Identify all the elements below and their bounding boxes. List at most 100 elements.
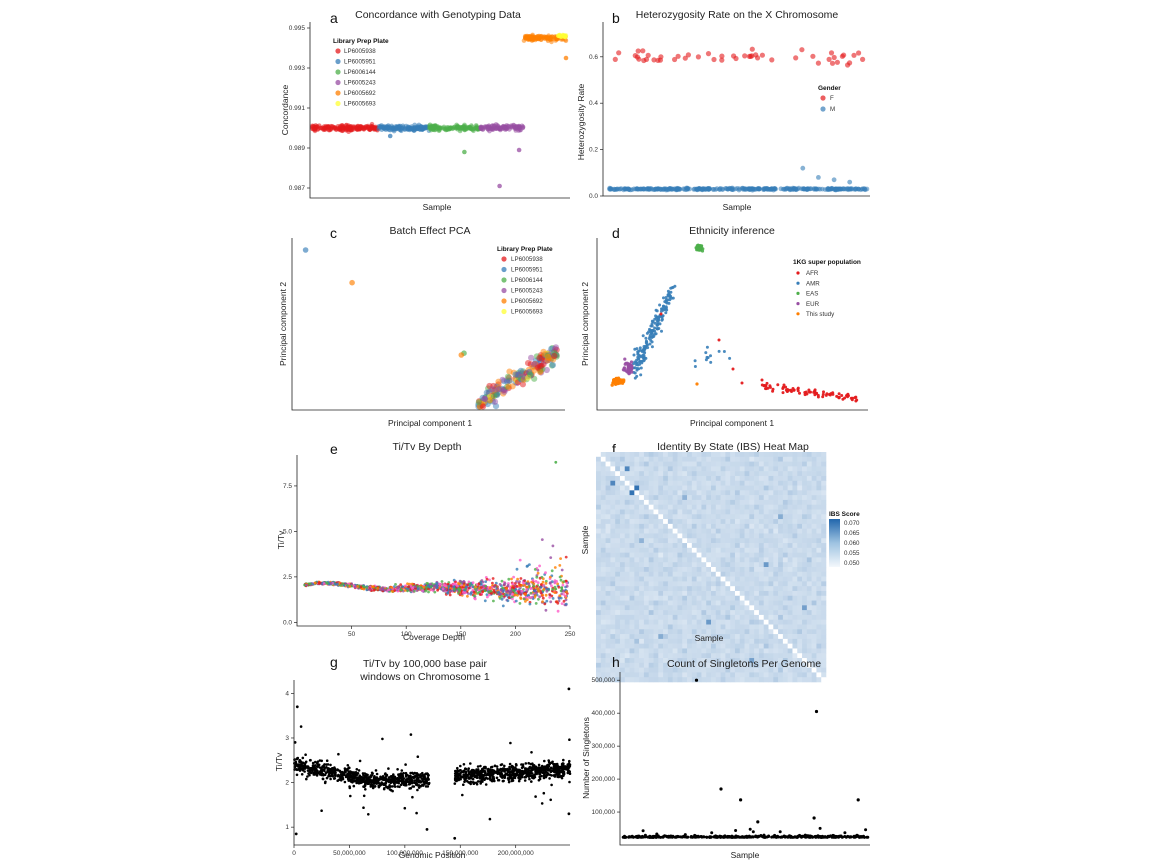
heatmap-cell: [787, 475, 793, 482]
data-point-b: [711, 56, 717, 63]
heatmap-cell: [778, 471, 784, 477]
heatmap-cell: [715, 547, 721, 553]
heatmap-cell: [663, 605, 669, 611]
heatmap-cell: [763, 586, 769, 592]
data-point-e: [433, 590, 437, 594]
heatmap-cell: [615, 562, 621, 568]
heatmap-cell: [619, 567, 626, 573]
heatmap-cell: [811, 590, 817, 597]
heatmap-cell: [687, 576, 693, 582]
heatmap-cell: [802, 480, 808, 486]
heatmap-cell: [634, 547, 640, 553]
heatmap-cell: [730, 528, 736, 534]
heatmap-cell: [653, 629, 659, 635]
heatmap-cell: [667, 480, 673, 486]
heatmap-cell: [629, 547, 635, 553]
data-point-d: [622, 366, 626, 371]
legend-a: Library Prep Plate LP6005938LP6005951LP6…: [333, 38, 389, 108]
heatmap-cell: [711, 456, 717, 462]
heatmap-cell: [653, 538, 659, 544]
heatmap-cell: [677, 614, 683, 621]
heatmap-cell: [610, 562, 616, 568]
heatmap-cell: [811, 528, 817, 534]
heatmap-cell: [773, 519, 779, 525]
heatmap-cell: [643, 586, 650, 592]
heatmap-cell: [797, 576, 803, 582]
heatmap-cell: [711, 475, 717, 482]
data-point-b: [666, 186, 672, 192]
heatmap-cell: [610, 629, 616, 635]
heatmap-cell: [749, 461, 755, 467]
heatmap-cell: [768, 595, 774, 601]
heatmap-cell: [600, 586, 606, 592]
heatmap-cell: [730, 461, 736, 467]
heatmap-cell: [639, 543, 645, 549]
heatmap-cell: [634, 533, 640, 539]
data-point-d: [792, 388, 796, 392]
heatmap-cell: [629, 581, 635, 587]
heatmap-cell: [734, 509, 741, 515]
heatmap-cell: [749, 562, 755, 568]
heatmap-cell: [667, 533, 673, 539]
data-point-e: [562, 599, 566, 603]
heatmap-cell: [701, 533, 707, 539]
heatmap-cell: [749, 504, 755, 510]
heatmap-cell: [802, 509, 808, 515]
heatmap-cell: [715, 571, 721, 577]
heatmap-cell: [715, 619, 721, 625]
heatmap-cell: [797, 495, 803, 501]
heatmap-cell: [730, 552, 736, 558]
heatmap-cell: [754, 557, 760, 563]
heatmap-cell: [725, 614, 731, 621]
data-point-e: [505, 587, 508, 590]
heatmap-cell: [624, 528, 630, 534]
heatmap-cell: [811, 495, 817, 501]
heatmap-cell: [787, 471, 793, 477]
heatmap-cell: [821, 533, 827, 539]
heatmap-cell: [734, 475, 741, 482]
heatmap-cell: [778, 509, 784, 515]
data-point-e: [384, 588, 387, 592]
heatmap-cell: [653, 528, 659, 534]
heatmap-cell: [773, 581, 779, 587]
heatmap-cell: [706, 452, 712, 458]
heatmap-cell: [773, 471, 779, 477]
heatmap-cell: [739, 567, 745, 573]
heatmap-cell: [811, 576, 817, 582]
data-point-e: [564, 594, 567, 598]
heatmap-cell: [811, 562, 817, 568]
data-point-a: [351, 127, 356, 132]
heatmap-cell: [706, 509, 712, 515]
heatmap-cell: [596, 595, 602, 601]
heatmap-cell: [687, 480, 693, 486]
heatmap-cell: [821, 504, 827, 510]
heatmap-cell: [648, 495, 654, 501]
heatmap-cell: [811, 600, 817, 606]
heatmap-cell: [725, 475, 731, 482]
heatmap-cell: [639, 528, 645, 534]
data-point-e: [438, 582, 442, 586]
data-point-a: [494, 126, 500, 131]
data-point-b: [828, 50, 835, 56]
heatmap-cell: [730, 495, 736, 501]
data-point-a: [321, 126, 327, 132]
data-point-b: [845, 62, 851, 68]
heatmap-cell: [739, 452, 745, 458]
heatmap-cell: [802, 471, 808, 477]
data-point-c: [504, 373, 512, 380]
heatmap-cell: [596, 586, 602, 592]
heatmap-cell: [672, 495, 678, 501]
heatmap-cell: [758, 634, 765, 640]
legend-key-c: [501, 298, 507, 304]
heatmap-cell: [701, 600, 707, 606]
heatmap-cell: [672, 528, 678, 534]
legend-key-a: [335, 79, 341, 86]
heatmap-cell: [706, 490, 712, 496]
heatmap-cell: [754, 519, 760, 525]
data-point-e: [488, 586, 492, 589]
heatmap-cell: [639, 586, 645, 592]
data-point-d: [822, 390, 825, 394]
data-point-d: [700, 249, 705, 253]
heatmap-cell: [811, 619, 817, 625]
